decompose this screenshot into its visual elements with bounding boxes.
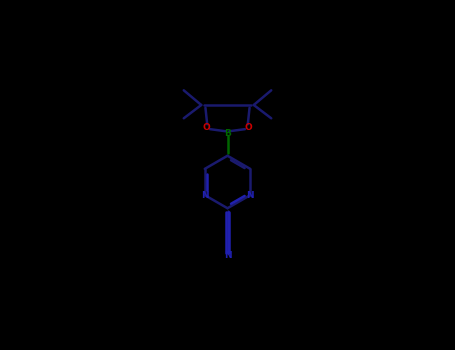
Text: N: N [247, 191, 254, 199]
Text: O: O [245, 123, 253, 132]
Text: B: B [224, 128, 231, 138]
Text: N: N [224, 251, 231, 260]
Text: N: N [201, 191, 208, 199]
Text: O: O [202, 123, 210, 132]
